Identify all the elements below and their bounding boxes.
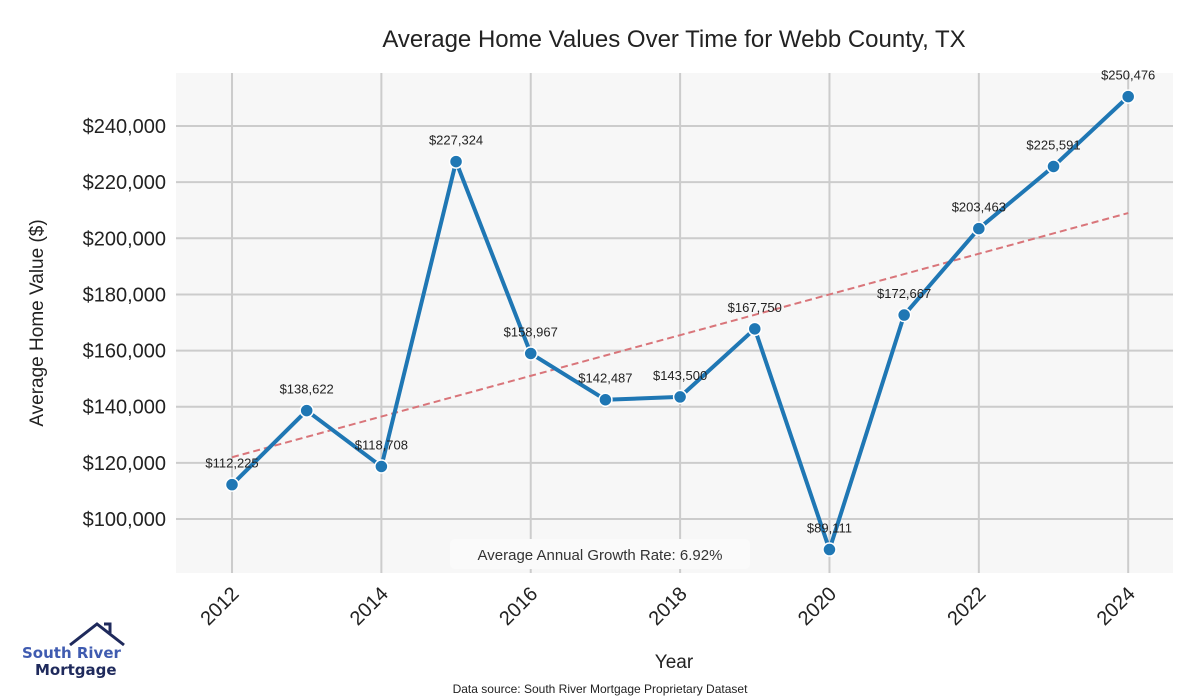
x-tick-label: 2024	[1093, 583, 1140, 630]
data-point	[672, 389, 688, 405]
data-point	[896, 307, 912, 323]
data-label: $112,225	[205, 456, 258, 471]
x-tick-label: 2012	[197, 583, 244, 630]
chart-title: Average Home Values Over Time for Webb C…	[382, 26, 965, 53]
x-tick-label: 2014	[346, 583, 393, 630]
x-axis-label: Year	[655, 652, 694, 673]
data-point	[523, 346, 538, 361]
data-point	[598, 392, 613, 407]
trend-line	[231, 212, 1129, 459]
data-label: $250,476	[1101, 68, 1155, 83]
annotation-box	[450, 539, 750, 569]
data-point	[224, 477, 240, 492]
data-point	[374, 459, 389, 474]
y-tick-label: $140,000	[83, 397, 166, 419]
logo-house-icon	[69, 622, 125, 647]
data-point	[299, 403, 314, 418]
x-tick-label: 2016	[495, 583, 542, 630]
data-point	[1046, 159, 1061, 174]
data-label: $158,967	[504, 324, 558, 339]
data-point	[1120, 89, 1136, 104]
data-point	[971, 221, 987, 236]
plot-area	[176, 73, 1173, 573]
y-tick-label: $160,000	[83, 341, 166, 363]
data-label: $138,622	[280, 382, 334, 397]
data-label: $89,111	[807, 521, 852, 536]
data-label: $142,487	[578, 371, 632, 386]
data-label: $203,463	[952, 200, 1006, 215]
x-tick-label: 2020	[794, 583, 841, 630]
logo: South River Mortgage	[22, 620, 122, 680]
data-label: $167,750	[728, 300, 782, 315]
y-tick-label: $240,000	[83, 116, 166, 138]
x-tick-label: 2022	[943, 583, 990, 630]
data-label: $143,500	[653, 368, 707, 383]
data-label: $172,667	[877, 286, 931, 301]
logo-line2: Mortgage	[35, 661, 117, 679]
growth-rate-annotation: Average Annual Growth Rate: 6.92%	[478, 547, 723, 564]
data-point	[822, 542, 837, 557]
y-tick-label: $120,000	[83, 453, 166, 475]
data-label: $227,324	[429, 133, 483, 148]
x-tick-label: 2018	[645, 583, 692, 630]
data-point	[448, 154, 464, 169]
y-axis-label: Average Home Value ($)	[27, 219, 48, 426]
data-label: $118,708	[355, 437, 408, 452]
y-tick-label: $180,000	[83, 284, 166, 306]
data-source: Data source: South River Mortgage Propri…	[453, 682, 748, 696]
data-label: $225,591	[1026, 137, 1080, 152]
data-point	[747, 321, 763, 337]
logo-line1: South River	[22, 644, 121, 662]
y-tick-label: $220,000	[83, 172, 166, 194]
y-tick-label: $100,000	[83, 509, 166, 531]
y-tick-label: $200,000	[83, 228, 166, 250]
